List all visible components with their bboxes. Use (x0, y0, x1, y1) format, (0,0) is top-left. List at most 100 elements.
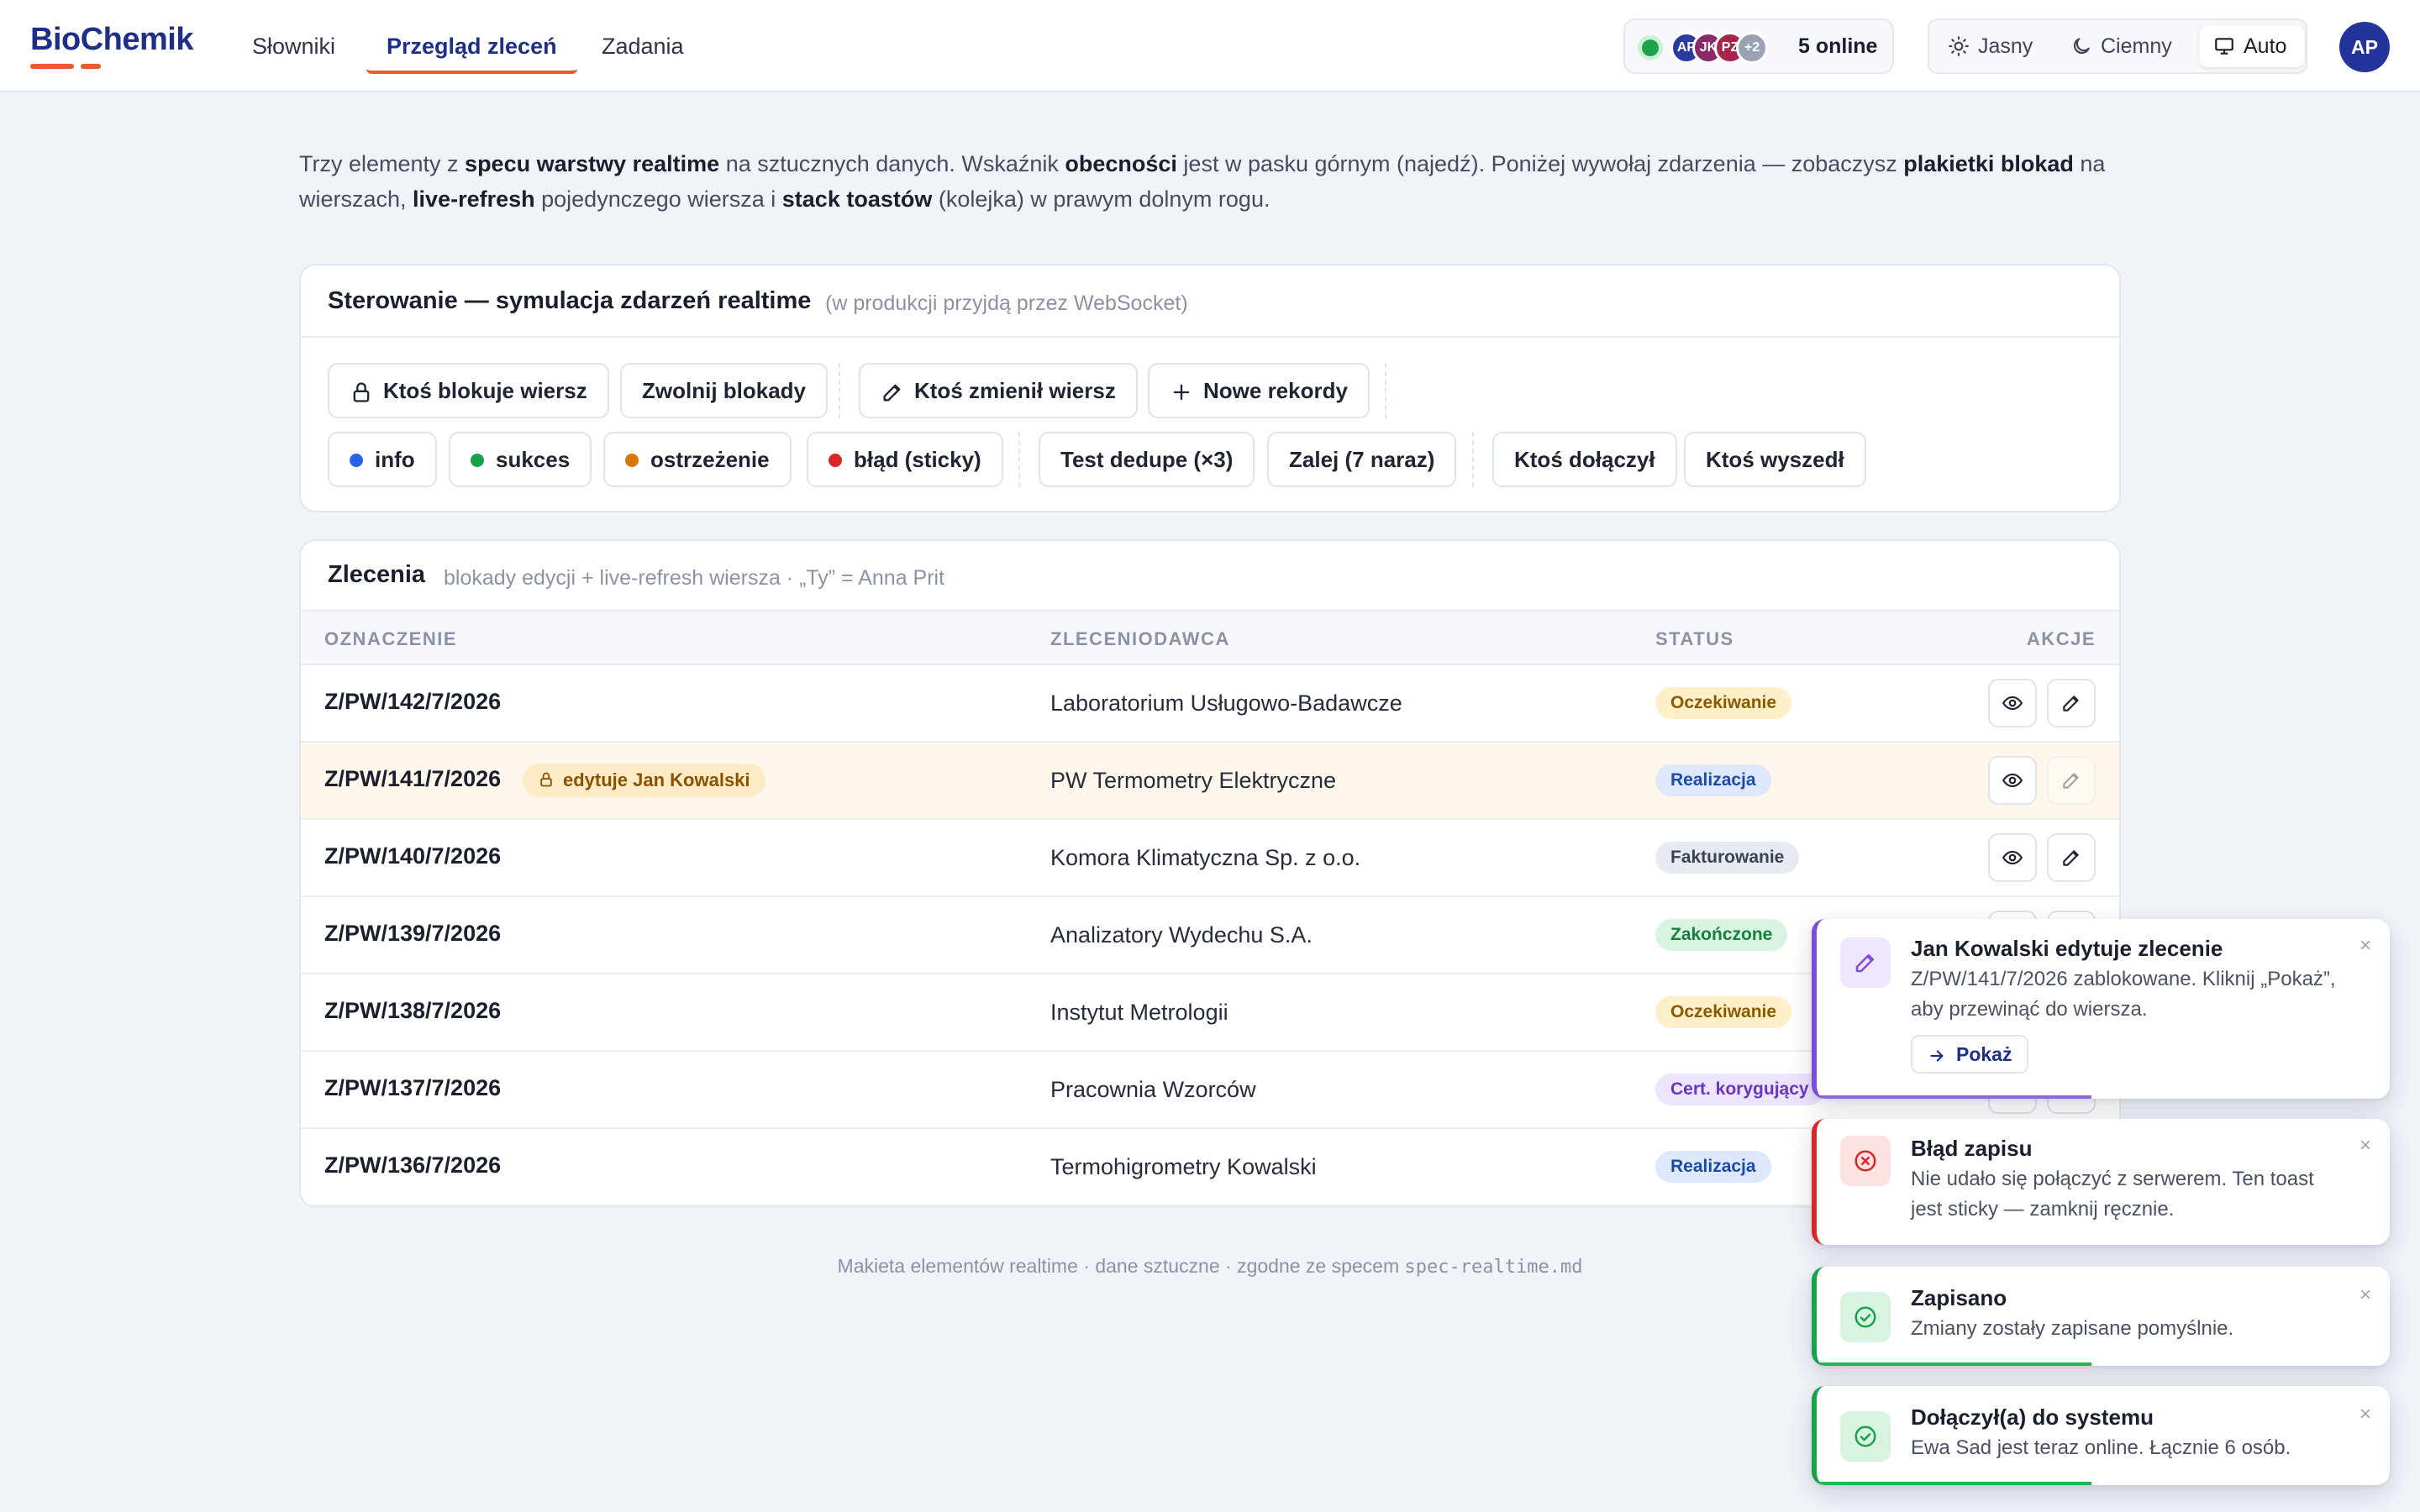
intro-bold: plakietki blokad (1903, 151, 2074, 176)
theme-light-option[interactable]: Jasny (1934, 25, 2052, 67)
intro-bold: specu warstwy realtime (465, 151, 720, 176)
warning-dot (625, 454, 639, 467)
column-header-zleceniodawca[interactable]: ZLECENIODAWCA (1050, 628, 1230, 649)
toast-warning-button[interactable]: ostrzeżenie (603, 432, 792, 487)
footer-text: Makieta elementów realtime · dane sztucz… (837, 1255, 1405, 1277)
toast-success-button[interactable]: sukces (449, 432, 592, 487)
intro-part: na wierszach, (299, 151, 2106, 212)
user-avatar[interactable]: AP (2339, 22, 2390, 72)
order-id[interactable]: Z/PW/138/7/2026 (324, 998, 502, 1023)
brand-logo[interactable]: BioChemik (30, 22, 193, 57)
status-badge: Oczekiwanie (1655, 687, 1792, 719)
lock-icon (540, 772, 552, 787)
order-id[interactable]: Z/PW/137/7/2026 (324, 1075, 502, 1100)
pencil-icon (2063, 850, 2079, 866)
pencil-icon (1855, 954, 1874, 973)
column-header-oznaczenie[interactable]: OZNACZENIE (324, 628, 457, 649)
toast-title: Jan Kowalski edytuje zlecenie (1911, 936, 2223, 961)
toast-edit-icon-box (1840, 937, 1891, 988)
toast-title: Zapisano (1911, 1285, 2007, 1310)
flood-button[interactable]: Zalej (7 naraz) (1267, 432, 1457, 487)
intro-part: Trzy elementy z (299, 151, 466, 176)
toast-close-button[interactable]: × (2359, 1284, 2371, 1306)
change-row-label: Ktoś zmienił wiersz (914, 378, 1116, 403)
lock-row-label: Ktoś blokuje wiersz (383, 378, 587, 403)
user-left-button[interactable]: Ktoś wyszedł (1684, 432, 1866, 487)
status-badge: Oczekiwanie (1655, 996, 1792, 1028)
plus-icon (1173, 384, 1190, 401)
presence-indicator[interactable]: AP JK PZ +2 5 online (1623, 18, 1894, 74)
edit-lock-badge: edytuje Jan Kowalski (523, 764, 765, 797)
column-header-akcje: AKCJE (2026, 628, 2096, 649)
view-button[interactable] (1988, 679, 2037, 727)
info-dot (350, 454, 363, 467)
order-id[interactable]: Z/PW/136/7/2026 (324, 1152, 502, 1178)
view-button[interactable] (1988, 756, 2037, 805)
nav-tab-slowniki[interactable]: Słowniki (252, 34, 336, 59)
toast-edit-lock: Jan Kowalski edytuje zlecenie Z/PW/141/7… (1812, 919, 2390, 1099)
controls-subtitle: (w produkcji przyjdą przez WebSocket) (825, 291, 1188, 315)
toast-error: Błąd zapisu Nie udało się połączyć z ser… (1812, 1119, 2390, 1245)
edit-button (2047, 756, 2096, 805)
toast-show-button[interactable]: Pokaż (1911, 1035, 2029, 1074)
theme-switcher: Jasny Ciemny Auto (1928, 18, 2307, 74)
toast-info-button[interactable]: info (328, 432, 437, 487)
toast-success-icon-box (1840, 1292, 1891, 1342)
check-circle-icon (1854, 1425, 1876, 1447)
toast-body: Ewa Sad jest teraz online. Łącznie 6 osó… (1911, 1436, 2291, 1459)
intro-bold: live-refresh (413, 186, 535, 212)
eye-icon (2002, 850, 2023, 865)
column-header-status[interactable]: STATUS (1655, 628, 1734, 649)
theme-auto-label: Auto (2244, 34, 2287, 58)
brand-logo-accent (30, 64, 74, 69)
edit-lock-label: edytuje Jan Kowalski (563, 769, 750, 790)
order-client: PW Termometry Elektryczne (1050, 768, 1337, 793)
table-row[interactable]: Z/PW/141/7/2026 edytuje Jan Kowalski PW Te… (301, 743, 2119, 820)
dedupe-test-button[interactable]: Test dedupe (×3) (1039, 432, 1255, 487)
intro-bold: obecności (1065, 151, 1177, 176)
nav-tab-zadania[interactable]: Zadania (602, 34, 684, 59)
edit-button[interactable] (2047, 679, 2096, 727)
toast-error-icon-box (1840, 1136, 1891, 1186)
toast-error-button[interactable]: błąd (sticky) (807, 432, 1003, 487)
order-id[interactable]: Z/PW/139/7/2026 (324, 921, 502, 946)
theme-auto-option[interactable]: Auto (2200, 25, 2304, 67)
monitor-icon (2215, 38, 2233, 55)
table-header: OZNACZENIE ZLECENIODAWCA STATUS AKCJE (301, 610, 2119, 665)
brand-logo-accent-small (81, 64, 101, 69)
order-id[interactable]: Z/PW/142/7/2026 (324, 689, 502, 714)
toast-close-button[interactable]: × (2359, 1403, 2371, 1425)
toast-close-button[interactable]: × (2359, 1134, 2371, 1157)
presence-more-badge: +2 (1736, 32, 1768, 64)
status-badge: Fakturowanie (1655, 842, 1800, 874)
change-row-button[interactable]: Ktoś zmienił wiersz (859, 363, 1138, 418)
table-row[interactable]: Z/PW/142/7/2026 Laboratorium Usługowo-Bad… (301, 665, 2119, 743)
nav-tab-przeglad-zlecen[interactable]: Przegląd zleceń (366, 32, 577, 74)
status-badge: Realizacja (1655, 764, 1771, 796)
theme-dark-option[interactable]: Ciemny (2057, 25, 2195, 67)
new-records-button[interactable]: Nowe rekordy (1148, 363, 1370, 418)
table-row[interactable]: Z/PW/140/7/2026 Komora Klimatyczna Sp. z … (301, 820, 2119, 897)
status-badge: Zakończone (1655, 919, 1788, 951)
check-circle-icon (1854, 1306, 1876, 1328)
status-badge: Realizacja (1655, 1151, 1771, 1183)
lock-row-button[interactable]: Ktoś blokuje wiersz (328, 363, 609, 418)
intro-part: (kolejka) w prawym dolnym rogu. (932, 186, 1270, 212)
view-button[interactable] (1988, 833, 2037, 882)
toast-title: Dołączył(a) do systemu (1911, 1404, 2154, 1430)
release-locks-button[interactable]: Zwolnij blokady (620, 363, 829, 418)
group-divider (1385, 363, 1386, 418)
orders-title: Zlecenia (328, 561, 426, 588)
order-id[interactable]: Z/PW/140/7/2026 (324, 843, 502, 869)
toast-progress-bar (1817, 1362, 2092, 1366)
group-divider (839, 363, 840, 418)
toast-close-button[interactable]: × (2359, 934, 2371, 957)
user-joined-button[interactable]: Ktoś dołączył (1492, 432, 1677, 487)
toast-success-label: sukces (496, 447, 571, 472)
edit-button[interactable] (2047, 833, 2096, 882)
order-client: Pracownia Wzorców (1050, 1077, 1256, 1102)
order-id[interactable]: Z/PW/141/7/2026 (324, 766, 502, 791)
moon-icon (2073, 38, 2090, 55)
online-status-dot (1642, 39, 1659, 56)
pencil-icon (883, 384, 901, 402)
